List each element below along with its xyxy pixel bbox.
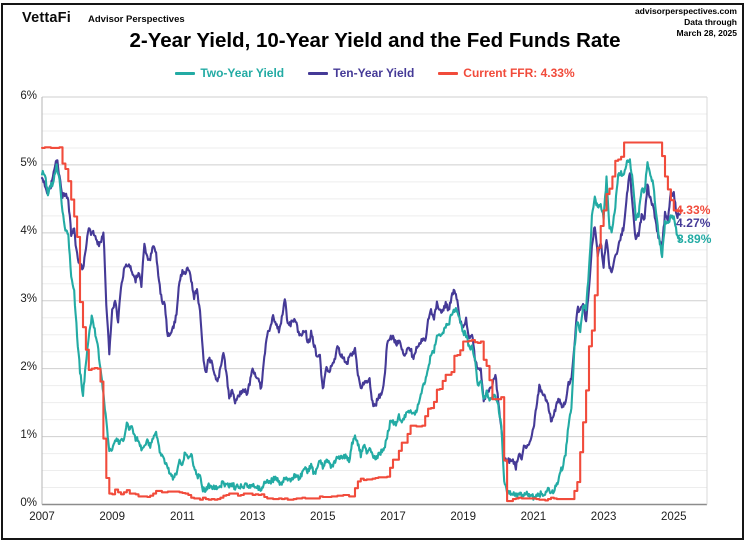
y-tick-label: 5% <box>20 157 37 170</box>
y-tick-label: 0% <box>20 497 37 509</box>
series-line-two-year-yield <box>40 158 681 501</box>
x-tick-label: 2011 <box>170 511 195 523</box>
y-tick-label: 6% <box>20 89 37 102</box>
two-year-line-swatch-icon <box>175 71 196 75</box>
y-tick-label: 1% <box>20 429 37 442</box>
page-title: 2-Year Yield, 10-Year Yield and the Fed … <box>129 29 621 52</box>
ffr-line-swatch-icon <box>438 71 459 75</box>
ten-year-line-swatch-icon <box>308 71 329 75</box>
legend-item-two-year: Two-Year Yield <box>175 66 284 80</box>
source-date: March 28, 2025 <box>676 28 737 39</box>
y-tick-label: 3% <box>20 293 37 306</box>
vettafi-logo: VettaFi <box>22 10 71 26</box>
x-tick-label: 2023 <box>590 511 617 523</box>
end-label-ffr: 4.33% <box>676 203 711 217</box>
x-tick-label: 2013 <box>239 511 266 523</box>
y-tick-label: 4% <box>20 225 37 238</box>
x-tick-label: 2019 <box>450 511 476 523</box>
source-site: advisorperspectives.com <box>634 6 737 16</box>
legend-label-ffr: Current FFR: 4.33% <box>463 66 575 80</box>
series-line-current-ffr-4-33- <box>40 141 684 503</box>
x-tick-label: 2015 <box>310 511 336 523</box>
legend-label-two-year: Two-Year Yield <box>200 66 285 80</box>
legend-item-ffr: Current FFR: 4.33% <box>438 66 575 80</box>
logo-subtitle: Advisor Perspectives <box>88 14 185 25</box>
data-source-note: advisorperspectives.com Data through Mar… <box>635 6 737 40</box>
end-label-ten-year: 4.27% <box>676 216 711 230</box>
x-tick-label: 2017 <box>380 511 406 523</box>
y-tick-label: 2% <box>20 361 37 374</box>
source-data-through: Data through <box>684 17 737 28</box>
legend-label-ten-year: Ten-Year Yield <box>333 66 415 80</box>
x-tick-label: 2009 <box>99 511 125 523</box>
legend-item-ten-year: Ten-Year Yield <box>308 66 414 80</box>
x-tick-label: 2007 <box>29 511 55 523</box>
chart-legend: Two-Year Yield Ten-Year Yield Current FF… <box>0 66 750 80</box>
x-tick-label: 2025 <box>661 511 687 523</box>
x-tick-label: 2021 <box>520 511 547 523</box>
end-label-two-year: 3.89% <box>677 232 712 246</box>
